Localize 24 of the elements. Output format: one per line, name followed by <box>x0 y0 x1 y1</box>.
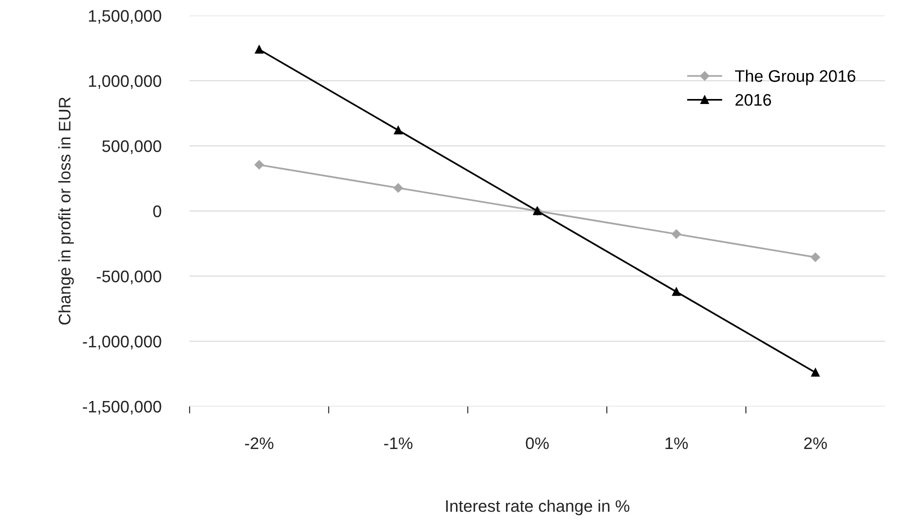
y-tick-label: 1,500,000 <box>88 10 162 24</box>
x-tick-label: 1% <box>666 437 688 450</box>
point <box>811 368 820 377</box>
x-tick-label: 0% <box>526 437 549 450</box>
x-axis-title: Interest rate change in % <box>446 500 630 516</box>
y-tick-label: 0 <box>153 205 162 218</box>
point <box>672 229 681 239</box>
point <box>394 183 403 193</box>
point <box>394 126 402 134</box>
point <box>254 45 264 54</box>
x-tick-label: -2% <box>245 437 274 450</box>
y-tick-label: 1,000,000 <box>88 75 162 89</box>
y-tick-label: -1,000,000 <box>82 336 162 350</box>
x-tick-label: 2% <box>804 437 827 450</box>
point <box>254 160 264 170</box>
legend-label: The Group 2016 <box>735 70 856 86</box>
legend-label: 2016 <box>736 94 772 106</box>
y-axis-title: Change in profit or loss in EUR <box>58 97 74 325</box>
point <box>672 288 681 296</box>
point <box>810 252 820 262</box>
y-tick-label: -1,500,000 <box>82 400 162 415</box>
x-tick-label: -1% <box>384 437 412 450</box>
y-tick-label: -500,000 <box>96 270 162 284</box>
y-tick-label: 500,000 <box>102 140 162 154</box>
